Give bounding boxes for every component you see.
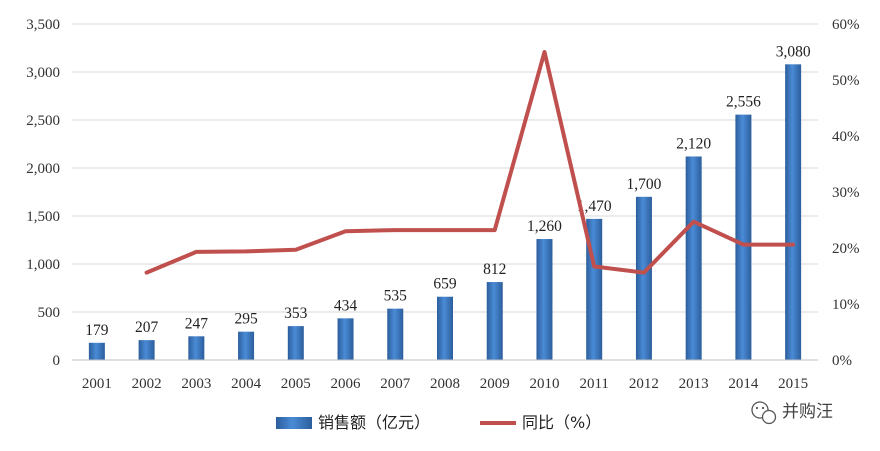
watermark: 并购汪	[751, 401, 833, 425]
x-tick-label: 2009	[480, 376, 510, 392]
growth-line	[144, 50, 796, 275]
legend-label-line: 同比（%）	[522, 413, 601, 432]
x-tick-label: 2015	[778, 376, 808, 392]
legend: 销售额（亿元） 同比（%）	[276, 413, 601, 432]
bar	[287, 326, 304, 360]
bar	[437, 296, 453, 360]
y-left-tick-label: 3,500	[26, 17, 60, 33]
x-tick-label: 2001	[82, 376, 112, 392]
y-right-tick-label: 60%	[832, 17, 860, 33]
x-tick-label: 2014	[728, 376, 759, 392]
bar-data-label: 3,080	[776, 43, 811, 60]
bar-data-label: 812	[483, 261, 506, 278]
bar-data-label: 353	[284, 305, 308, 322]
bar-data-label: 1,260	[527, 218, 562, 235]
bar-series	[88, 64, 802, 361]
bar	[635, 196, 652, 360]
bar-data-label: 2,556	[726, 94, 761, 111]
y-right-tick-label: 40%	[832, 129, 860, 145]
bar-data-label: 295	[234, 311, 258, 328]
bar-data-label: 247	[185, 315, 209, 332]
x-tick-label: 2006	[331, 376, 362, 392]
bar	[387, 308, 404, 360]
x-tick-label: 2011	[579, 376, 608, 392]
bar	[88, 342, 105, 360]
x-tick-label: 2007	[380, 376, 411, 392]
y-left-tick-label: 2,500	[26, 113, 60, 129]
bar	[685, 156, 702, 360]
bar-data-label: 1,470	[577, 198, 612, 215]
x-tick-label: 2005	[281, 376, 311, 392]
bar	[536, 239, 553, 360]
bar-data-label: 2,120	[676, 135, 711, 152]
y-left-tick-label: 3,000	[26, 65, 60, 81]
legend-swatch-bar	[276, 417, 312, 429]
y-axis-right: 0% 10% 20% 30% 40% 50% 60%	[832, 17, 860, 369]
bar	[735, 114, 752, 361]
bar	[337, 318, 354, 360]
x-tick-label: 2013	[679, 376, 709, 392]
y-left-tick-label: 1,000	[26, 257, 60, 273]
bar	[238, 331, 255, 360]
x-tick-label: 2002	[132, 376, 162, 392]
y-right-tick-label: 10%	[832, 297, 860, 313]
y-axis-left: 0 500 1,000 1,500 2,000 2,500 3,000 3,500	[26, 17, 60, 369]
bar-data-label: 1,700	[626, 176, 661, 193]
line-series	[144, 50, 796, 275]
bar-data-label: 434	[334, 297, 358, 314]
bar	[138, 340, 155, 360]
x-axis: 2001 2002 2003 2004 2005 2006 2007 2008 2009 2010…	[72, 359, 818, 392]
watermark-text: 并购汪	[782, 402, 833, 422]
y-right-tick-label: 30%	[832, 185, 860, 201]
wechat-icon	[751, 401, 777, 425]
bar-data-label: 535	[384, 288, 408, 305]
x-tick-label: 2010	[529, 376, 559, 392]
bar	[785, 64, 802, 360]
bar	[188, 336, 205, 360]
bar	[486, 282, 503, 360]
y-right-tick-label: 20%	[832, 241, 860, 257]
bar-data-label: 179	[85, 322, 109, 339]
bar-data-label: 207	[135, 319, 159, 336]
y-left-tick-label: 2,000	[26, 161, 60, 177]
x-tick-label: 2004	[231, 376, 262, 392]
legend-label-bar: 销售额（亿元）	[318, 413, 430, 432]
x-tick-label: 2012	[629, 376, 659, 392]
x-tick-label: 2008	[430, 376, 460, 392]
bar-data-labels: 179 207 247 295 353 434 535 659 812 1,260 1,470 1,7…	[85, 43, 811, 338]
gridlines	[72, 23, 818, 313]
y-right-tick-label: 50%	[832, 73, 860, 89]
y-left-tick-label: 500	[38, 305, 61, 321]
x-tick-label: 2003	[181, 376, 211, 392]
y-left-tick-label: 1,500	[26, 209, 60, 225]
bar-data-label: 659	[433, 276, 457, 293]
y-left-tick-label: 0	[53, 353, 61, 369]
y-right-tick-label: 0%	[832, 353, 852, 369]
